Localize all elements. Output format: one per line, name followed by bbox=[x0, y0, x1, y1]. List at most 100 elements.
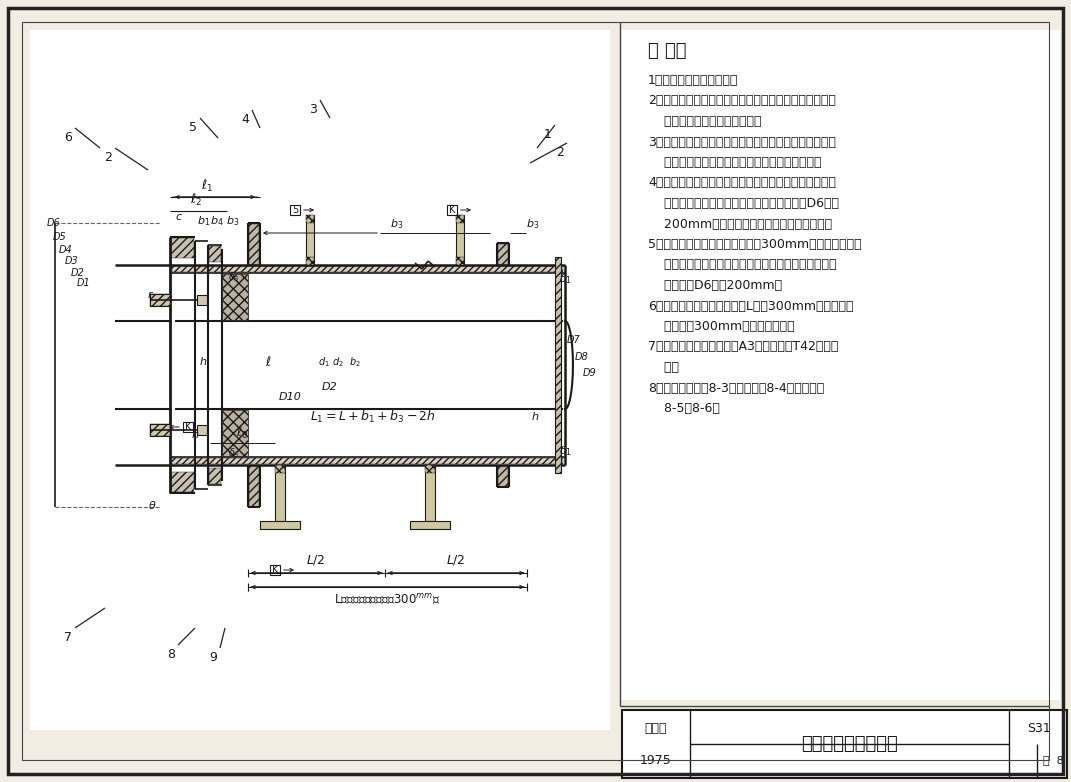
Text: 接。: 接。 bbox=[648, 361, 679, 374]
Text: 或有严密防水要求的构筑物。: 或有严密防水要求的构筑物。 bbox=[648, 115, 761, 128]
Bar bbox=[248, 224, 259, 265]
Text: 8-5，8-6。: 8-5，8-6。 bbox=[648, 402, 720, 415]
Text: 柔性防水套管安装图: 柔性防水套管安装图 bbox=[801, 735, 897, 753]
Text: $\delta_1$: $\delta_1$ bbox=[559, 272, 572, 286]
Text: $L/2$: $L/2$ bbox=[447, 553, 466, 567]
Text: 环直径（D6）大200mm。: 环直径（D6）大200mm。 bbox=[648, 279, 782, 292]
Text: 9: 9 bbox=[209, 651, 217, 664]
Text: $b_3$: $b_3$ bbox=[226, 214, 239, 228]
Text: L（与墙厚同且不小于300$^{mm}$）: L（与墙厚同且不小于300$^{mm}$） bbox=[334, 593, 440, 608]
Bar bbox=[622, 710, 1067, 778]
Bar bbox=[209, 246, 221, 262]
Text: D7: D7 bbox=[567, 335, 580, 345]
Text: 2: 2 bbox=[556, 146, 564, 159]
Text: 2: 2 bbox=[104, 151, 112, 164]
Bar bbox=[30, 30, 610, 730]
Text: D5: D5 bbox=[52, 232, 66, 242]
Text: $d_2$  $b_2$: $d_2$ $b_2$ bbox=[332, 355, 361, 369]
Text: 3、套管部分加工完成后，在其外壁均刷底漆一遍（底漆: 3、套管部分加工完成后，在其外壁均刷底漆一遍（底漆 bbox=[648, 135, 835, 149]
Text: D2: D2 bbox=[322, 382, 337, 392]
Bar bbox=[498, 466, 508, 487]
Text: $b_4$: $b_4$ bbox=[210, 214, 224, 228]
Text: 5: 5 bbox=[188, 121, 197, 134]
Bar bbox=[555, 257, 561, 473]
Text: 7、套管部件焊接材料，用A3材料制作。T42焊条焊: 7、套管部件焊接材料，用A3材料制作。T42焊条焊 bbox=[648, 340, 839, 353]
Text: 一边加厚或两边加厚。加厚部分的直径，最小应比翼: 一边加厚或两边加厚。加厚部分的直径，最小应比翼 bbox=[648, 259, 836, 271]
Text: $\delta_1$: $\delta_1$ bbox=[559, 444, 572, 458]
Text: D9: D9 bbox=[583, 368, 597, 378]
Bar bbox=[150, 424, 170, 436]
Text: 1975: 1975 bbox=[640, 754, 672, 766]
Text: 5、穿管处之混凝土墙厚应不小于300mm，若则应使墙壁: 5、穿管处之混凝土墙厚应不小于300mm，若则应使墙壁 bbox=[648, 238, 862, 251]
Text: 说 明：: 说 明： bbox=[648, 42, 687, 60]
Bar bbox=[172, 458, 563, 464]
Text: 页  8: 页 8 bbox=[1043, 755, 1064, 765]
Text: 4: 4 bbox=[241, 113, 248, 126]
Text: $\theta$: $\theta$ bbox=[148, 499, 156, 511]
Text: 标准图: 标准图 bbox=[645, 722, 667, 734]
Bar bbox=[248, 466, 259, 507]
Text: D1: D1 bbox=[76, 278, 90, 288]
Bar bbox=[150, 294, 170, 306]
Text: h: h bbox=[200, 357, 207, 367]
Text: 3: 3 bbox=[310, 103, 317, 116]
Text: $\ell$: $\ell$ bbox=[265, 355, 272, 369]
Bar bbox=[306, 215, 314, 223]
Text: h: h bbox=[532, 412, 539, 422]
Text: K: K bbox=[272, 565, 278, 575]
Bar bbox=[456, 257, 464, 265]
Bar bbox=[290, 205, 300, 215]
Text: 8: 8 bbox=[167, 648, 175, 661]
Text: D10: D10 bbox=[278, 392, 301, 402]
Text: c: c bbox=[175, 212, 181, 222]
Text: $b_3$: $b_3$ bbox=[526, 217, 540, 231]
Bar bbox=[197, 425, 207, 435]
Text: $L_1 = L + b_1 + b_3 - 2h$: $L_1 = L + b_1 + b_3 - 2h$ bbox=[310, 409, 436, 425]
Text: 6: 6 bbox=[64, 131, 72, 144]
Bar bbox=[456, 215, 464, 265]
Bar bbox=[425, 465, 435, 473]
Bar bbox=[270, 565, 280, 575]
Text: 1: 1 bbox=[544, 128, 552, 141]
Text: D2: D2 bbox=[71, 268, 84, 278]
Text: K: K bbox=[185, 422, 192, 432]
Text: S31: S31 bbox=[1027, 722, 1051, 734]
Text: 6、套管的材料重量是按墙厚L值为300mm计算的，如: 6、套管的材料重量是按墙厚L值为300mm计算的，如 bbox=[648, 300, 854, 313]
Text: $\ell_2$: $\ell_2$ bbox=[190, 192, 202, 208]
Bar bbox=[306, 257, 314, 265]
Text: 200mm，而且必须将套管一次浇固于墙内。: 200mm，而且必须将套管一次浇固于墙内。 bbox=[648, 217, 832, 231]
Bar bbox=[275, 465, 285, 473]
Bar bbox=[410, 521, 450, 529]
Text: 4、套管穿墙处之墙壁，如遇非混凝土墙壁时应改用混凝: 4、套管穿墙处之墙壁，如遇非混凝土墙壁时应改用混凝 bbox=[648, 177, 835, 189]
Bar bbox=[222, 274, 248, 320]
Text: $\delta_3$: $\delta_3$ bbox=[228, 446, 240, 460]
Bar bbox=[425, 465, 435, 521]
Text: 1、本图尺寸均以毫米计。: 1、本图尺寸均以毫米计。 bbox=[648, 74, 738, 87]
Text: D6: D6 bbox=[46, 218, 60, 228]
Bar bbox=[260, 521, 300, 529]
Text: 土墙壁，其浇注混凝土范围应比翼环直径（D6）大: 土墙壁，其浇注混凝土范围应比翼环直径（D6）大 bbox=[648, 197, 839, 210]
Text: h: h bbox=[192, 430, 199, 440]
Bar bbox=[171, 238, 194, 258]
Bar bbox=[197, 295, 207, 305]
Text: D8: D8 bbox=[575, 352, 589, 362]
Text: 7: 7 bbox=[64, 631, 72, 644]
Bar bbox=[620, 30, 1060, 700]
Text: K: K bbox=[449, 205, 455, 215]
Bar bbox=[150, 424, 170, 436]
Bar bbox=[209, 468, 221, 484]
Bar bbox=[306, 215, 314, 265]
Text: $L/2$: $L/2$ bbox=[306, 553, 326, 567]
Text: r: r bbox=[148, 290, 153, 300]
Text: $b_3$: $b_3$ bbox=[390, 217, 404, 231]
Bar bbox=[183, 422, 193, 432]
Text: 8、套管尺寸表见8-3，零件图见8-4，材料表见: 8、套管尺寸表见8-3，零件图见8-4，材料表见 bbox=[648, 382, 825, 394]
Text: $b_1$: $b_1$ bbox=[197, 214, 210, 228]
Text: 5: 5 bbox=[292, 205, 298, 215]
Text: $\ell_1$: $\ell_1$ bbox=[201, 178, 213, 194]
Bar bbox=[447, 205, 457, 215]
Bar bbox=[275, 465, 285, 521]
Bar bbox=[498, 244, 508, 265]
Text: $d_1$: $d_1$ bbox=[318, 355, 330, 369]
Text: $\ell_0$: $\ell_0$ bbox=[236, 425, 248, 441]
